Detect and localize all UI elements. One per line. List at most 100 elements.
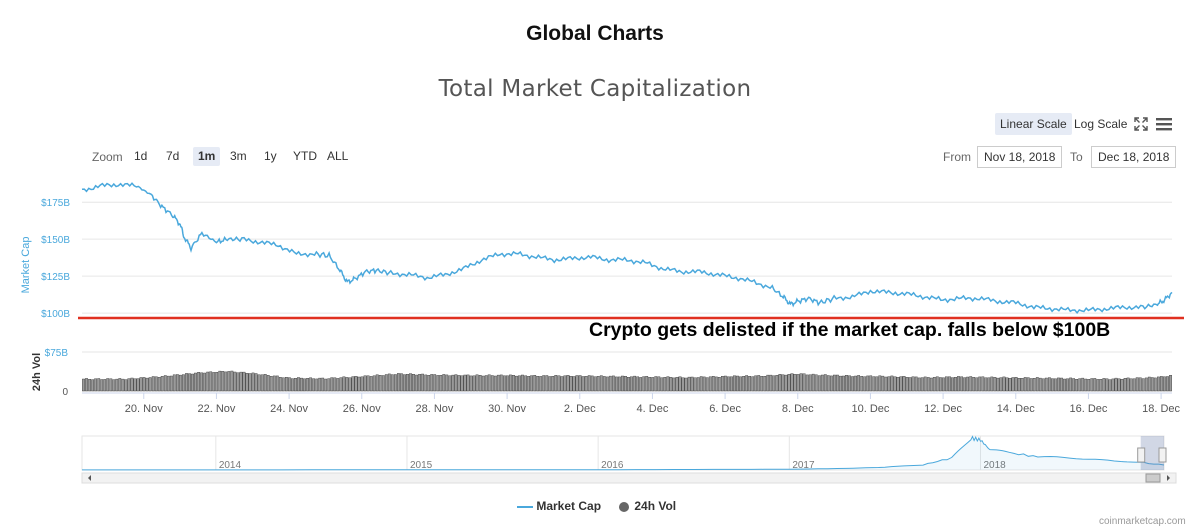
volume-bar: [820, 374, 824, 392]
to-date-input[interactable]: Dec 18, 2018: [1091, 146, 1177, 168]
volume-bar: [269, 376, 273, 392]
volume-bar: [197, 372, 200, 392]
volume-bar: [185, 373, 188, 392]
zoom-button-7d[interactable]: 7d: [166, 149, 180, 163]
volume-bar: [902, 376, 906, 392]
navigator-handle[interactable]: [1137, 447, 1146, 463]
volume-bar: [705, 377, 709, 392]
volume-bar: [584, 376, 588, 392]
legend-volume[interactable]: 24h Vol: [617, 499, 676, 513]
volume-bar: [424, 374, 428, 392]
volume-bar: [409, 373, 412, 392]
volume-bar: [975, 377, 979, 392]
volume-bar: [345, 377, 349, 392]
zoom-button-all[interactable]: ALL: [327, 149, 349, 163]
x-tick-label: 24. Nov: [270, 403, 308, 415]
volume-bar: [357, 376, 361, 392]
volume-bar: [769, 374, 773, 392]
volume-bar: [348, 377, 352, 392]
volume-bar: [272, 375, 276, 392]
volume-bar: [145, 377, 149, 392]
volume-bar: [127, 378, 131, 392]
volume-bar: [1044, 377, 1048, 392]
volume-bar: [1105, 378, 1109, 392]
volume-bar: [999, 377, 1003, 392]
menu-icon[interactable]: [1155, 116, 1173, 132]
from-date-input[interactable]: Nov 18, 2018: [977, 146, 1063, 168]
volume-bar: [923, 376, 927, 392]
zoom-button-1d[interactable]: 1d: [134, 149, 148, 163]
navigator-scroll-thumb[interactable]: [1145, 473, 1161, 483]
volume-bar: [905, 377, 909, 392]
volume-bar: [175, 374, 179, 392]
zoom-button-1y[interactable]: 1y: [264, 149, 277, 163]
volume-bar: [557, 375, 561, 392]
volume-bar: [984, 377, 988, 392]
navigator-handle[interactable]: [1158, 447, 1167, 463]
to-label: To: [1070, 150, 1083, 164]
volume-bar: [833, 374, 836, 392]
volume-bar: [869, 375, 873, 392]
volume-bar: [188, 373, 191, 392]
volume-bar: [1156, 376, 1160, 392]
volume-bar: [109, 378, 113, 392]
volume-bar: [578, 375, 582, 392]
volume-bar: [118, 378, 122, 392]
volume-bar: [690, 376, 694, 392]
volume-bar: [1144, 377, 1148, 392]
linear-scale-button[interactable]: Linear Scale: [995, 113, 1072, 135]
volume-bar: [887, 376, 891, 392]
volume-bar: [387, 373, 391, 392]
x-tick-label: 4. Dec: [637, 403, 669, 415]
credit-text: coinmarketcap.com: [1099, 516, 1186, 527]
volume-bar: [678, 376, 682, 392]
volume-bar: [851, 376, 855, 392]
volume-bar: [1069, 377, 1073, 392]
volume-bar: [793, 374, 797, 392]
volume-bar: [702, 376, 706, 392]
volume-bar: [151, 376, 155, 392]
volume-bar: [711, 376, 715, 392]
volume-bar: [1120, 379, 1124, 392]
volume-bar: [854, 375, 858, 392]
volume-bar: [826, 375, 830, 392]
volume-bar: [830, 375, 833, 392]
volume-bar: [121, 378, 125, 392]
volume-bar: [1159, 376, 1163, 392]
zoom-button-ytd[interactable]: YTD: [293, 149, 317, 163]
volume-bar: [672, 377, 676, 392]
legend-market-cap[interactable]: Market Cap: [517, 499, 601, 513]
volume-bar: [181, 374, 185, 392]
volume-bar: [805, 374, 809, 392]
market-cap-line: [81, 182, 1173, 315]
volume-bar: [451, 374, 455, 392]
volume-tick-label: 0: [62, 387, 68, 398]
volume-bar: [790, 373, 794, 392]
volume-bar: [1084, 378, 1088, 392]
volume-bar: [721, 376, 724, 392]
log-scale-button[interactable]: Log Scale: [1074, 117, 1128, 131]
volume-bar: [954, 377, 957, 392]
volume-bar: [1014, 377, 1018, 392]
volume-bar: [254, 373, 258, 392]
volume-bar: [757, 375, 761, 392]
volume-bar: [236, 372, 240, 392]
fullscreen-icon[interactable]: [1133, 116, 1149, 132]
volume-bar: [1114, 377, 1118, 392]
volume-bar: [963, 377, 967, 392]
volume-bar: [808, 374, 812, 392]
volume-bar: [596, 376, 600, 392]
volume-bar: [1102, 378, 1106, 392]
volume-bar: [724, 375, 727, 392]
x-tick-label: 10. Dec: [851, 403, 889, 415]
volume-bar: [1117, 378, 1121, 392]
volume-bar: [929, 377, 933, 392]
navigator-scrollbar[interactable]: [81, 472, 1177, 484]
volume-bar: [717, 377, 721, 392]
volume-bar: [336, 378, 340, 392]
volume-bar: [1099, 379, 1103, 392]
volume-bar: [751, 376, 755, 392]
volume-bar: [1005, 377, 1009, 392]
zoom-button-3m[interactable]: 3m: [230, 149, 247, 163]
zoom-button-1m[interactable]: 1m: [193, 147, 221, 166]
